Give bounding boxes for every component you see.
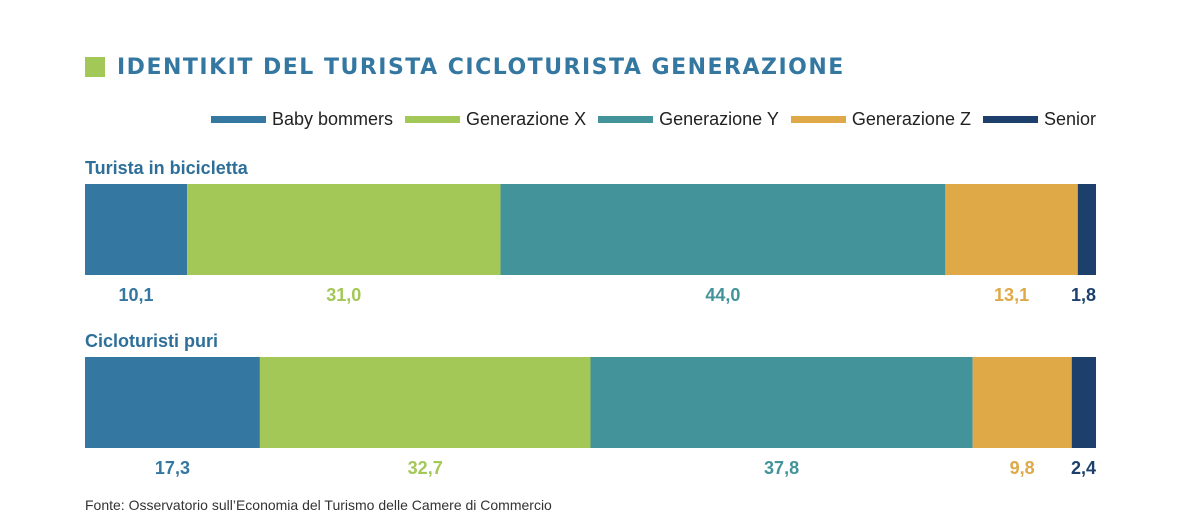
data-label-turista-in-bicicletta-generazione-z: 13,1 <box>994 285 1029 305</box>
legend-item-generazione-x: Generazione X <box>405 109 586 130</box>
row-label-turista-in-bicicletta: Turista in bicicletta <box>85 158 248 178</box>
legend-swatch <box>982 115 1038 123</box>
legend-swatch <box>598 115 654 123</box>
title-square-icon <box>85 57 105 77</box>
legend-item-baby-bommers: Baby bommers <box>211 109 393 130</box>
data-label-turista-in-bicicletta-senior: 1,8 <box>1071 285 1096 305</box>
bar-cicloturisti-puri-baby-bommers <box>85 357 260 448</box>
bar-turista-in-bicicletta-generazione-x <box>187 184 501 275</box>
bar-turista-in-bicicletta-generazione-y <box>500 184 946 275</box>
chart-title: IDENTIKIT DEL TURISTA CICLOTURISTA GENER… <box>85 52 845 82</box>
legend-swatch <box>790 115 846 123</box>
bar-turista-in-bicicletta-baby-bommers <box>85 184 188 275</box>
legend-label: Generazione Z <box>851 108 971 129</box>
source-note: Fonte: Osservatorio sull’Economia del Tu… <box>85 497 552 513</box>
data-label-cicloturisti-puri-baby-bommers: 17,3 <box>155 458 190 478</box>
data-label-turista-in-bicicletta-baby-bommers: 10,1 <box>119 285 154 305</box>
legend-label: Senior <box>1043 108 1096 129</box>
legend-label: Generazione Y <box>659 108 779 129</box>
legend-label: Baby bommers <box>272 108 394 129</box>
data-label-cicloturisti-puri-senior: 2,4 <box>1071 458 1096 478</box>
legend: Baby bommers Generazione X Generazione Y… <box>199 107 1096 131</box>
row-label-cicloturisti-puri: Cicloturisti puri <box>85 331 219 351</box>
legend-item-generazione-z: Generazione Z <box>790 108 971 130</box>
legend-item-generazione-y: Generazione Y <box>598 109 779 130</box>
data-label-turista-in-bicicletta-generazione-x: 31,0 <box>326 285 361 305</box>
data-label-cicloturisti-puri-generazione-x: 32,7 <box>408 458 443 478</box>
data-label-cicloturisti-puri-generazione-y: 37,8 <box>764 458 799 478</box>
bar-cicloturisti-puri-senior <box>1071 357 1096 448</box>
data-label-turista-in-bicicletta-generazione-y: 44,0 <box>705 285 740 305</box>
bar-cicloturisti-puri-generazione-z <box>972 357 1072 448</box>
legend-swatch <box>211 115 266 123</box>
legend-item-senior: Senior <box>982 108 1096 130</box>
bar-cicloturisti-puri-generazione-x <box>259 357 591 448</box>
legend-swatch <box>405 115 461 123</box>
data-label-cicloturisti-puri-generazione-z: 9,8 <box>1010 458 1035 478</box>
bar-turista-in-bicicletta-senior <box>1077 184 1096 275</box>
bar-cicloturisti-puri-generazione-y <box>590 357 973 448</box>
title-text: IDENTIKIT DEL TURISTA CICLOTURISTA GENER… <box>117 54 845 80</box>
legend-label: Generazione X <box>466 108 587 129</box>
bar-turista-in-bicicletta-generazione-z <box>945 184 1078 275</box>
